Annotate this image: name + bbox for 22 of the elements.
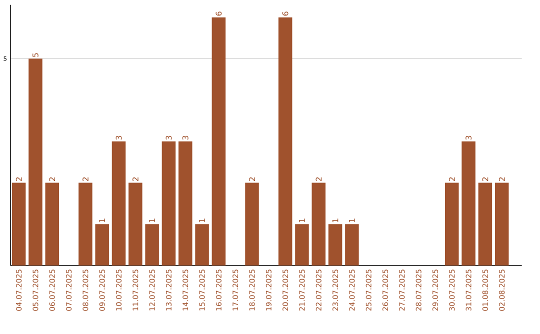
bar — [195, 224, 209, 266]
bar — [212, 17, 226, 266]
bar — [162, 141, 176, 266]
bar — [145, 224, 159, 266]
bar — [494, 182, 509, 266]
bar — [112, 141, 126, 266]
bar — [345, 224, 359, 266]
bar — [462, 141, 476, 266]
bar — [178, 141, 192, 266]
bar — [78, 182, 92, 266]
bar — [328, 224, 342, 266]
bar — [12, 182, 26, 266]
bar — [445, 182, 459, 266]
bar — [245, 182, 259, 266]
bar — [128, 182, 142, 266]
bar — [95, 224, 109, 266]
bar — [295, 224, 309, 266]
bar — [478, 182, 492, 266]
bar — [28, 58, 42, 266]
bar — [312, 182, 326, 266]
bar — [45, 182, 60, 266]
bar — [278, 17, 292, 266]
